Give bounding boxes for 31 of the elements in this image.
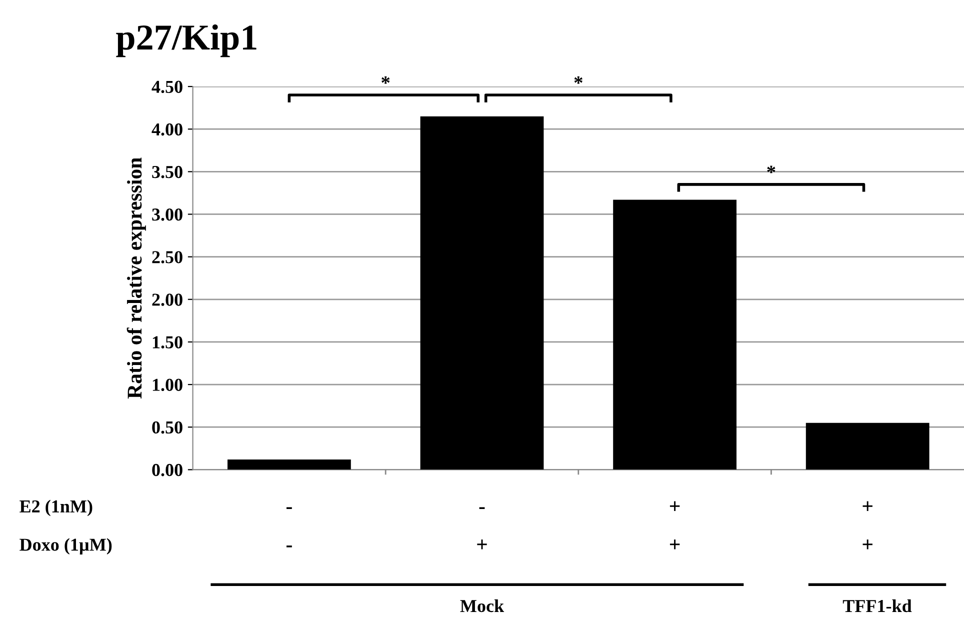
bar xyxy=(228,459,351,470)
y-tick-label: 0.50 xyxy=(152,421,182,434)
text: + xyxy=(862,501,872,511)
y-tick-label: 0.00 xyxy=(152,464,182,476)
text: Doxo (1µM) xyxy=(20,538,112,554)
y-tick-label: 1.50 xyxy=(152,336,182,348)
y-tick-label: 2.50 xyxy=(152,251,182,264)
text: + xyxy=(477,540,487,550)
text: Mock xyxy=(460,599,504,612)
y-tick-label: 1.00 xyxy=(152,378,182,392)
bar xyxy=(806,422,930,470)
y-tick-label: 2.00 xyxy=(152,294,182,306)
y-tick-label: 3.50 xyxy=(152,166,182,178)
y-tick-label: 4.50 xyxy=(152,80,182,94)
y-axis-title: Ratio of relative expression xyxy=(126,158,146,399)
text: + xyxy=(670,540,680,550)
chart-title: p27/Kip1 xyxy=(116,24,256,58)
annotation: * xyxy=(767,166,776,174)
text: - xyxy=(286,507,292,509)
bar xyxy=(420,116,544,470)
y-tick-label: 3.00 xyxy=(152,208,182,221)
text: * xyxy=(574,76,582,84)
bar xyxy=(613,200,736,470)
text: TFF1-kd xyxy=(842,599,912,612)
text: + xyxy=(670,501,680,511)
text: E2 (1nM) xyxy=(20,500,92,516)
text: - xyxy=(286,546,292,548)
text: - xyxy=(479,507,485,509)
y-tick-label: 4.00 xyxy=(152,123,182,136)
text: * xyxy=(382,76,390,84)
text: + xyxy=(862,540,872,550)
